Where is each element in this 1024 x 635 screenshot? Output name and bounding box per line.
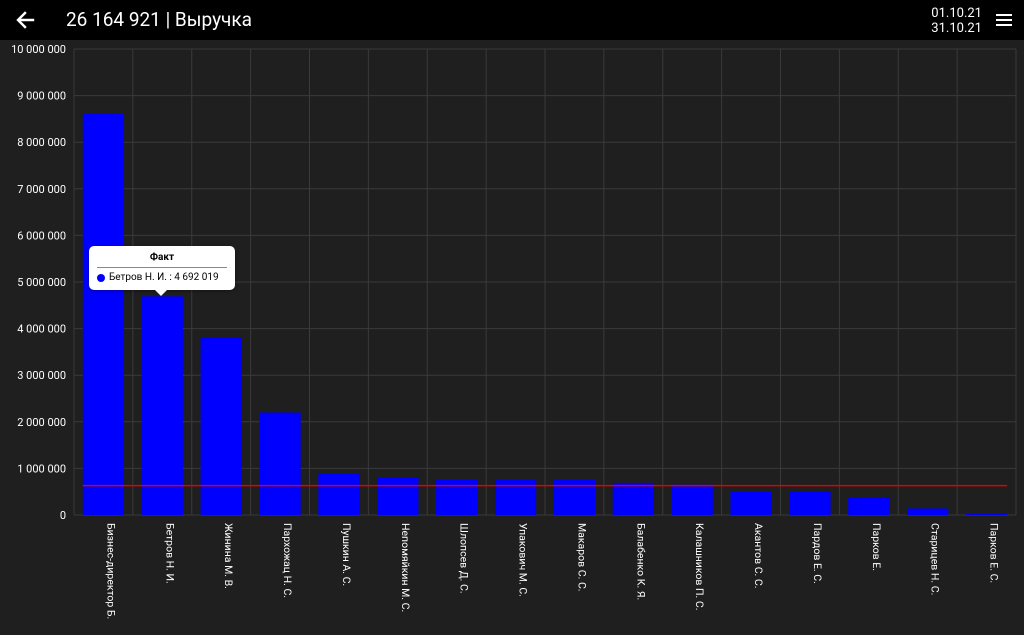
- chart-bars: [82, 113, 1008, 516]
- x-tick-label: Непомяйкин М. С.: [399, 523, 412, 612]
- x-tick-label: Шлопсев Д. С.: [458, 523, 471, 594]
- y-tick-label: 7 000 000: [17, 183, 66, 196]
- y-tick-label: 8 000 000: [17, 136, 66, 149]
- series-dot-icon: [97, 274, 105, 282]
- tooltip-divider: [97, 267, 227, 268]
- bar[interactable]: [848, 497, 890, 515]
- bar[interactable]: [318, 473, 360, 515]
- back-arrow-icon-svg: [16, 11, 35, 29]
- y-tick-label: 4 000 000: [17, 323, 66, 336]
- hamburger-menu-icon-svg: [996, 14, 1012, 26]
- tooltip-title: Факт: [149, 252, 175, 263]
- x-tick-label: Макаров С. С.: [575, 523, 588, 592]
- tooltip-pointer: [155, 290, 167, 296]
- bar[interactable]: [82, 113, 125, 516]
- x-tick-label: Пардов Е. С.: [811, 523, 824, 584]
- bar[interactable]: [671, 484, 713, 515]
- x-tick-label: Бетров Н. И.: [163, 523, 176, 584]
- x-axis-ticks: Бизнес-директор Б. Бетров Н. И. Жинина М. …: [104, 523, 1000, 619]
- bar[interactable]: [730, 491, 772, 515]
- y-tick-label: 6 000 000: [17, 229, 66, 242]
- x-tick-label: Пархожац Н. С.: [281, 523, 294, 598]
- x-tick-label: Упакович М. С.: [517, 523, 530, 597]
- x-tick-label: Парков Е.: [870, 523, 883, 571]
- x-tick-label: Калашников П. С.: [693, 523, 706, 610]
- back-arrow-icon[interactable]: [12, 6, 40, 34]
- revenue-bar-chart: 0 1 000 000 2 000 000 3 000 000 4 000 000 5 0…: [11, 43, 1017, 619]
- bar[interactable]: [907, 508, 949, 515]
- top-app-bar: 26 164 921 | Выручка 01.10.21 31.10.21: [0, 0, 1024, 40]
- x-tick-label: Балабенко К. Я.: [634, 523, 647, 600]
- bar[interactable]: [141, 296, 183, 515]
- bar[interactable]: [200, 337, 242, 515]
- bar[interactable]: [965, 514, 1008, 516]
- x-tick-label: Жинина М. В.: [222, 523, 235, 589]
- y-tick-label: 2 000 000: [17, 416, 66, 429]
- bar[interactable]: [259, 412, 301, 515]
- bar[interactable]: [789, 491, 831, 515]
- tooltip-value: Бетров Н. И. : 4 692 019: [109, 272, 219, 283]
- x-tick-label: Бизнес-директор Б.: [104, 523, 117, 619]
- bar-tooltip: Факт Бетров Н. И. : 4 692 019: [89, 246, 235, 296]
- x-tick-label: Старицев Н. С.: [929, 523, 942, 595]
- page-title: 26 164 921 | Выручка: [66, 8, 253, 31]
- x-tick-label: Акантов С. С.: [752, 523, 765, 589]
- y-tick-label: 5 000 000: [17, 276, 66, 289]
- date-to: 31.10.21: [931, 21, 982, 36]
- y-tick-label: 9 000 000: [17, 90, 66, 103]
- bar[interactable]: [377, 477, 419, 515]
- y-tick-label: 10 000 000: [11, 43, 66, 56]
- x-tick-label: Пушкин А. С.: [340, 523, 353, 586]
- hamburger-menu-icon[interactable]: [994, 10, 1014, 30]
- bar[interactable]: [612, 482, 654, 515]
- date-from: 01.10.21: [931, 6, 982, 21]
- date-range[interactable]: 01.10.21 31.10.21: [931, 6, 982, 36]
- y-tick-label: 3 000 000: [17, 369, 66, 382]
- y-tick-label: 1 000 000: [17, 462, 66, 475]
- y-tick-label: 0: [60, 509, 66, 522]
- y-axis-ticks: 0 1 000 000 2 000 000 3 000 000 4 000 000 5 0…: [11, 43, 66, 522]
- x-tick-label: Парков Е. С.: [988, 523, 1001, 583]
